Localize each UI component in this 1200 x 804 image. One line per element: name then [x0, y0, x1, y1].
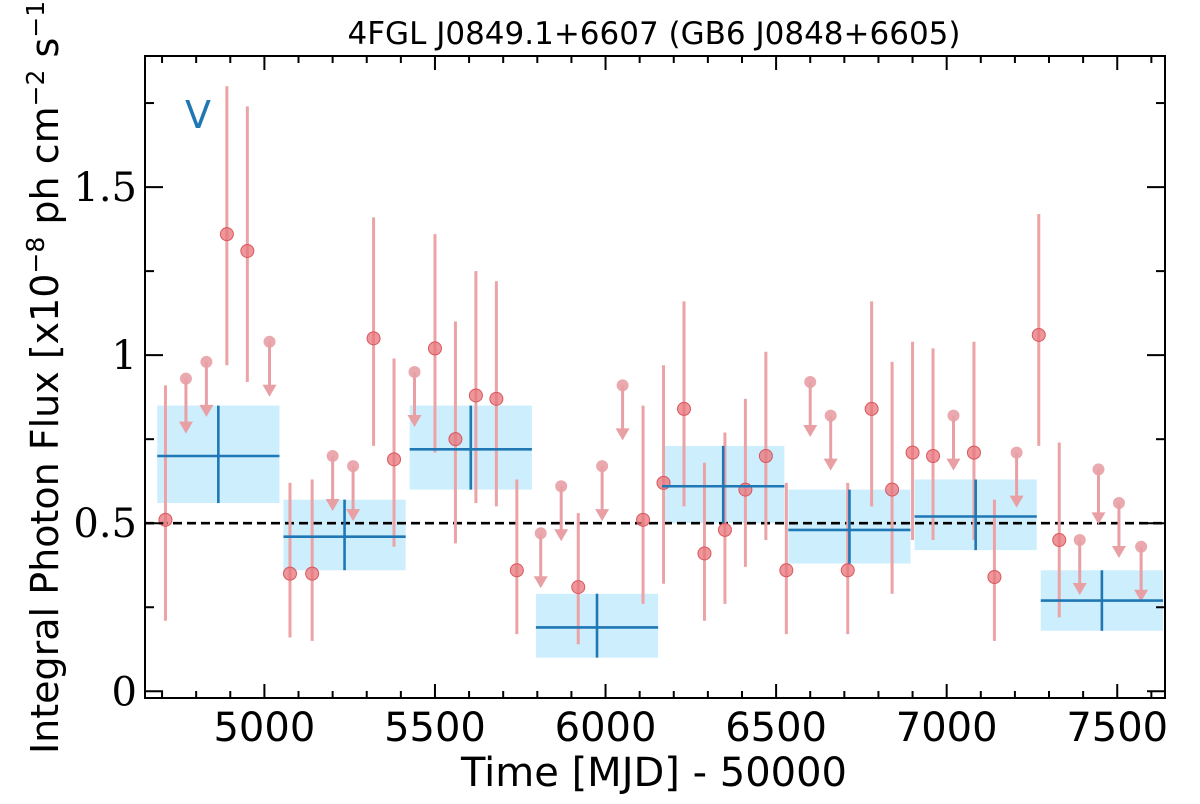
- data-point: [366, 331, 381, 346]
- upper-limit-arrow: [533, 576, 548, 589]
- y-label-exp3: −1: [21, 1, 50, 38]
- data-point: [489, 391, 504, 406]
- y-axis-label: Integral Photon Flux [x10−8 ph cm−2 s−1]: [21, 0, 67, 754]
- upper-limit-point: [1092, 463, 1105, 476]
- upper-limit-arrow: [262, 384, 277, 397]
- upper-limit-point: [804, 376, 817, 389]
- upper-limit-arrow: [1134, 589, 1149, 602]
- upper-limit-point: [555, 480, 568, 493]
- x-tick-label: 6500: [725, 705, 827, 751]
- upper-limit-arrow: [1009, 495, 1024, 508]
- y-label-exp1: −8: [21, 237, 50, 274]
- data-point: [717, 522, 732, 537]
- upper-limit-point: [1073, 534, 1086, 547]
- upper-limit-arrow: [595, 509, 610, 522]
- data-point: [448, 432, 463, 447]
- data-point: [282, 566, 297, 581]
- upper-limit-arrow: [178, 421, 193, 434]
- upper-limit-point: [1010, 446, 1023, 459]
- data-point: [427, 341, 442, 356]
- data-point: [387, 452, 402, 467]
- x-tick-label: 5000: [213, 705, 315, 751]
- data-point: [509, 563, 524, 578]
- upper-limit-arrow: [1111, 546, 1126, 559]
- upper-limit-point: [1135, 540, 1148, 553]
- y-label-exp2: −2: [21, 70, 50, 107]
- y-label-end: ]: [23, 0, 67, 1]
- x-tick-label: 7500: [1066, 705, 1168, 751]
- data-point: [864, 401, 879, 416]
- upper-limit-arrow: [803, 425, 818, 438]
- upper-limit-arrow: [823, 458, 838, 471]
- data-point: [987, 569, 1002, 584]
- upper-limit-arrow: [199, 404, 214, 417]
- y-label-mid: ph cm: [23, 106, 67, 236]
- upper-limit-point: [947, 409, 960, 422]
- upper-limit-arrow: [615, 428, 630, 441]
- data-point: [240, 243, 255, 258]
- upper-limit-arrow: [1072, 583, 1087, 596]
- upper-limit-point: [616, 379, 629, 392]
- data-point: [571, 580, 586, 595]
- data-point: [1031, 327, 1046, 342]
- data-point: [305, 566, 320, 581]
- data-point: [758, 448, 773, 463]
- data-point: [840, 563, 855, 578]
- tick-layer: 5000 5500 6000 6500 7000 7500 0 0.5 1 1.5: [73, 56, 1168, 751]
- data-point: [926, 448, 941, 463]
- upper-limit-arrow: [946, 458, 961, 471]
- plot-layer: [145, 86, 1165, 658]
- upper-limit-point: [408, 365, 421, 378]
- upper-limit-point: [326, 449, 339, 462]
- data-point: [676, 401, 691, 416]
- y-label-mid2: s: [23, 38, 67, 70]
- upper-limit-point: [534, 527, 547, 540]
- upper-limit-point: [347, 460, 360, 473]
- plot-frame: [144, 55, 1166, 699]
- upper-limit-point: [200, 355, 213, 368]
- data-point: [468, 388, 483, 403]
- data-point: [1052, 533, 1067, 548]
- x-axis-label: Time [MJD] - 50000: [460, 750, 847, 796]
- x-tick-label: 5500: [384, 705, 486, 751]
- data-point: [905, 445, 920, 460]
- upper-limit-arrow: [1091, 512, 1106, 525]
- upper-limit-arrow: [554, 529, 569, 542]
- data-point: [158, 512, 173, 527]
- upper-limit-point: [179, 372, 192, 385]
- upper-limit-point: [1112, 497, 1125, 510]
- upper-limit-point: [263, 335, 276, 348]
- data-point: [885, 482, 900, 497]
- y-tick-label: 0.5: [73, 501, 137, 547]
- y-label-main: Integral Photon Flux [x10: [23, 274, 67, 755]
- x-tick-label: 6000: [555, 705, 657, 751]
- upper-limit-arrow: [346, 509, 361, 522]
- upper-limit-point: [596, 460, 609, 473]
- y-tick-label: 1: [112, 333, 137, 379]
- data-point: [697, 546, 712, 561]
- chart-title: 4FGL J0849.1+6607 (GB6 J0848+6605): [348, 16, 961, 52]
- upper-limit-point: [824, 409, 837, 422]
- panel-annotation: V: [185, 93, 211, 137]
- data-point: [636, 512, 651, 527]
- data-point: [219, 227, 234, 242]
- y-tick-label: 1.5: [73, 165, 137, 211]
- upper-limit-arrow: [407, 414, 422, 427]
- data-point: [966, 445, 981, 460]
- data-point: [779, 563, 794, 578]
- x-tick-label: 7000: [896, 705, 998, 751]
- y-tick-label: 0: [112, 669, 137, 715]
- upper-limit-arrow: [325, 498, 340, 511]
